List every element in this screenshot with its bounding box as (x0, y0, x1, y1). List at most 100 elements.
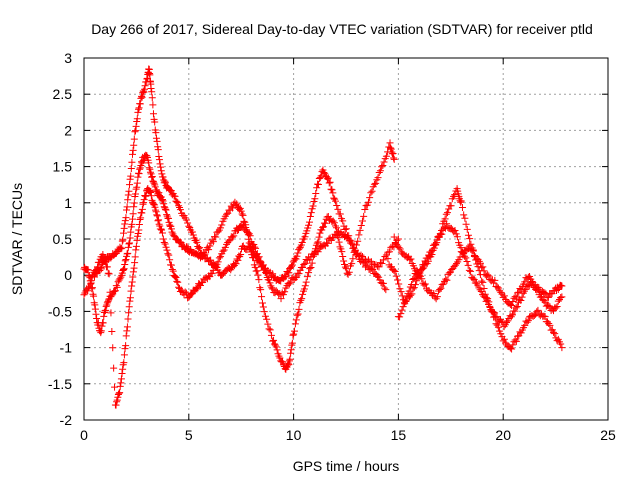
data-point (376, 167, 384, 175)
data-point (326, 178, 334, 186)
data-point (550, 328, 558, 336)
data-point (306, 256, 314, 264)
data-point (388, 148, 396, 156)
data-point (489, 308, 497, 316)
data-point (557, 281, 565, 289)
data-point (138, 209, 146, 217)
data-point (348, 239, 356, 247)
data-point (139, 89, 147, 97)
data-point (192, 284, 200, 292)
data-point (129, 146, 137, 154)
data-point (334, 205, 342, 213)
data-point (307, 263, 315, 271)
data-point (132, 242, 140, 250)
data-point (157, 163, 165, 171)
data-point (175, 283, 183, 291)
data-point (87, 277, 95, 285)
data-point (315, 233, 323, 241)
data-point (209, 266, 217, 274)
data-point (157, 225, 165, 233)
data-point (295, 270, 303, 278)
data-point (361, 206, 369, 214)
data-point (534, 283, 542, 291)
data-point (122, 255, 130, 263)
data-point (146, 71, 154, 79)
data-point (301, 233, 309, 241)
data-point (135, 104, 143, 112)
data-point (80, 291, 88, 299)
data-point (354, 237, 362, 245)
data-point (131, 128, 139, 136)
data-point (349, 255, 357, 263)
data-point (136, 215, 144, 223)
data-point (151, 181, 159, 189)
data-point (125, 240, 133, 248)
data-point (390, 154, 398, 162)
data-point (333, 202, 341, 210)
data-point (357, 221, 365, 229)
data-point (367, 264, 375, 272)
data-point (372, 179, 380, 187)
data-point (535, 284, 543, 292)
data-point (524, 317, 532, 325)
data-point (330, 194, 338, 202)
data-point (173, 198, 181, 206)
data-point (146, 168, 154, 176)
data-point (235, 205, 243, 213)
data-point (345, 268, 353, 276)
grid-lines (84, 58, 608, 420)
data-point (92, 310, 100, 318)
data-point (112, 282, 120, 290)
data-point (287, 349, 295, 357)
data-point (131, 253, 139, 261)
data-point (253, 250, 261, 258)
data-point (167, 187, 175, 195)
data-point (480, 292, 488, 300)
data-point (457, 197, 465, 205)
data-point (113, 398, 121, 406)
data-point (311, 251, 319, 259)
data-point (409, 285, 417, 293)
data-point (332, 224, 340, 232)
data-point (288, 261, 296, 269)
data-point (457, 244, 465, 252)
data-point (379, 279, 387, 287)
data-point (509, 297, 517, 305)
data-point (148, 173, 156, 181)
data-point (129, 215, 137, 223)
data-point (293, 273, 301, 281)
data-point (474, 281, 482, 289)
data-point (458, 248, 466, 256)
data-point (364, 198, 372, 206)
data-point (215, 254, 223, 262)
data-point (464, 261, 472, 269)
data-point (314, 181, 322, 189)
data-point (553, 302, 561, 310)
data-point (187, 290, 195, 298)
data-point (120, 229, 128, 237)
data-point (379, 161, 387, 169)
data-point (273, 346, 281, 354)
data-point (148, 94, 156, 102)
data-point (117, 379, 125, 387)
data-point (251, 263, 259, 271)
data-point (541, 313, 549, 321)
data-point (126, 294, 134, 302)
data-point (138, 205, 146, 213)
data-point (341, 225, 349, 233)
data-point (407, 255, 415, 263)
data-point (462, 254, 470, 262)
data-point (152, 208, 160, 216)
data-point (100, 253, 108, 261)
data-point (270, 340, 278, 348)
data-point (332, 197, 340, 205)
data-point (279, 358, 287, 366)
data-point (110, 364, 118, 372)
data-point (141, 82, 149, 90)
y-tick-label: 3 (64, 50, 72, 66)
data-point (194, 243, 202, 251)
data-point (237, 250, 245, 258)
data-point (172, 197, 180, 205)
data-point (127, 164, 135, 172)
data-point (457, 198, 465, 206)
